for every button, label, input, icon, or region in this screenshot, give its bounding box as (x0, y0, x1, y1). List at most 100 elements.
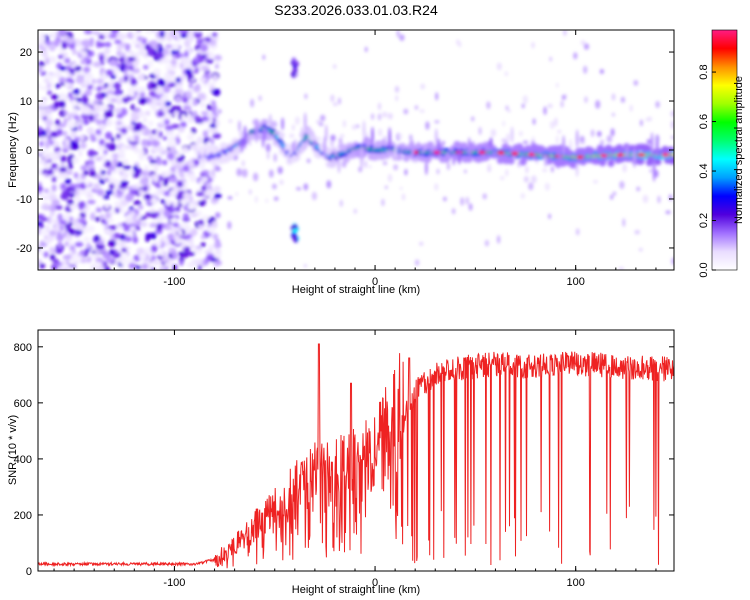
noise-blob (89, 100, 94, 106)
noise-blob (78, 124, 83, 131)
colorbar-tick-label: 0.0 (698, 262, 710, 277)
noise-blob (45, 162, 51, 170)
noise-blob (144, 53, 148, 59)
noise-blob (193, 30, 203, 39)
speckle (214, 242, 220, 249)
noise-blob (57, 123, 67, 128)
speckle (338, 137, 343, 144)
speckle (273, 153, 277, 162)
noise-blob (155, 189, 160, 196)
noise-blob (38, 82, 42, 91)
speckle (549, 56, 552, 62)
colorbar-tick-label: 0.8 (698, 64, 710, 79)
noise-blob (50, 94, 59, 100)
noise-blob (190, 228, 198, 237)
signal-streak (467, 137, 471, 157)
speckle (629, 104, 633, 112)
speckle (569, 139, 573, 147)
noise-blob (38, 101, 47, 108)
spectrogram-y-tick-label: -20 (16, 243, 32, 255)
noise-blob (183, 251, 189, 258)
noise-blob (104, 41, 112, 48)
noise-blob (119, 42, 128, 47)
noise-blob (105, 189, 114, 196)
noise-blob (93, 183, 100, 191)
noise-blob (84, 79, 91, 87)
noise-blob (49, 152, 54, 158)
noise-blob (42, 195, 49, 201)
signal-streak (360, 146, 364, 169)
signal-halo (637, 157, 645, 165)
noise-blob (84, 30, 93, 35)
noise-blob (186, 251, 196, 257)
noise-blob (48, 204, 57, 212)
speckle (304, 93, 308, 100)
speckle (670, 110, 674, 117)
noise-blob (73, 172, 79, 179)
noise-blob (38, 248, 43, 256)
speckle (532, 118, 536, 125)
noise-blob (133, 165, 139, 173)
snr-x-tick-label: -100 (163, 577, 185, 589)
noise-blob (62, 254, 72, 260)
noise-blob (182, 213, 189, 220)
spectrogram-y-axis-label: Frequency (Hz) (7, 112, 19, 188)
colorbar: 0.0 0.2 0.4 0.6 0.8 Normalized spectral ampl… (698, 29, 745, 278)
signal-streak (291, 141, 295, 153)
noise-blob (131, 226, 137, 233)
speckle (649, 169, 652, 173)
noise-blob (65, 216, 70, 223)
speckle (583, 65, 588, 74)
speckle (294, 116, 300, 125)
speckle (507, 109, 511, 113)
noise-blob (182, 164, 190, 172)
noise-blob (77, 217, 86, 224)
speckle (471, 116, 475, 122)
noise-blob (151, 214, 159, 219)
noise-blob (67, 112, 74, 117)
speckle (393, 164, 398, 171)
noise-blob (151, 255, 157, 261)
noise-blob (84, 72, 94, 80)
noise-blob (120, 258, 129, 266)
noise-blob (176, 156, 184, 163)
noise-blob (143, 193, 152, 200)
signal-peak (511, 151, 519, 156)
noise-blob (64, 138, 70, 146)
noise-blob (152, 155, 157, 160)
noise-blob (215, 212, 221, 219)
noise-blob (122, 159, 129, 165)
noise-blob (133, 200, 142, 205)
noise-blob (45, 40, 51, 46)
speckle (296, 187, 302, 191)
speckle (381, 111, 388, 118)
signal-halo (426, 141, 434, 149)
signal-streak (562, 135, 565, 157)
noise-blob (63, 264, 70, 269)
noise-blob (54, 225, 61, 233)
snr-axes: -100 0 100 0 200 400 600 800 (14, 330, 674, 589)
noise-blob (197, 92, 207, 101)
noise-blob (118, 52, 127, 58)
noise-blob (127, 56, 136, 62)
noise-blob (49, 229, 57, 237)
noise-blob (206, 112, 214, 119)
noise-blob (171, 89, 177, 97)
noise-blob (195, 83, 201, 89)
speckle (399, 34, 405, 41)
noise-blob (134, 135, 140, 143)
speckle (487, 163, 491, 171)
noise-blob (96, 86, 102, 92)
noise-blob (116, 113, 124, 119)
speckle (653, 136, 657, 141)
noise-blob (162, 48, 170, 56)
signal-streak (458, 149, 461, 165)
noise-blob (55, 205, 63, 210)
noise-blob (180, 57, 187, 65)
speckle (351, 124, 357, 130)
speckle (398, 133, 403, 140)
speckle (551, 166, 554, 173)
noise-blob (63, 110, 68, 116)
speckle (434, 183, 439, 191)
signal-peak (616, 153, 624, 157)
